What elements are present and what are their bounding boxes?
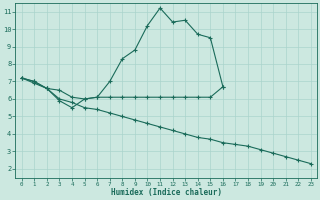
X-axis label: Humidex (Indice chaleur): Humidex (Indice chaleur) [111, 188, 222, 197]
